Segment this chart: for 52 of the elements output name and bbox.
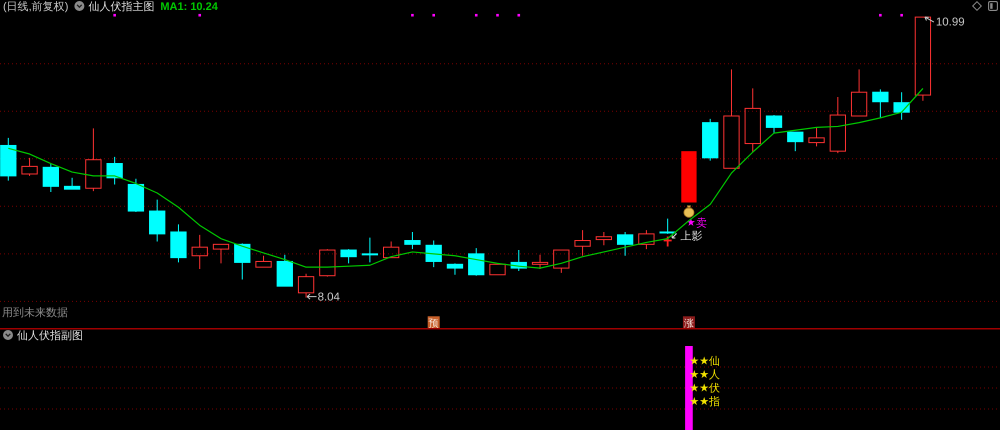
candlestick — [255, 255, 272, 268]
candlestick — [85, 128, 102, 192]
point — [662, 236, 673, 248]
candlestick — [426, 240, 442, 268]
candlestick — [446, 262, 464, 276]
candlestick — [850, 68, 868, 116]
candlestick — [660, 218, 676, 234]
candlestick — [893, 92, 910, 120]
candlestick — [596, 231, 612, 246]
candlestick — [553, 250, 570, 274]
point — [411, 14, 414, 17]
text: MA1: 10.24 — [160, 1, 219, 13]
candlestick — [149, 199, 166, 242]
point — [496, 14, 499, 17]
candlestick — [744, 88, 761, 153]
candlestick — [170, 224, 187, 263]
candlestick — [106, 156, 123, 185]
point — [113, 14, 116, 17]
point — [198, 14, 202, 17]
data-label: 卖 — [696, 216, 707, 230]
candlestick — [21, 157, 38, 176]
data-label: 预 — [428, 318, 439, 330]
candlestick — [808, 126, 825, 147]
point — [900, 14, 903, 17]
candlestick — [0, 137, 16, 182]
candlestick — [616, 231, 634, 256]
text: 8.04 — [318, 292, 340, 304]
candlestick — [872, 88, 889, 118]
candlestick — [340, 248, 357, 264]
candlestick — [42, 163, 59, 193]
candlestick — [723, 68, 740, 169]
candlestick — [212, 244, 230, 264]
chart-title: (日线,前复权) — [3, 0, 68, 13]
annotation: 用到未来数据 — [2, 306, 68, 319]
point — [517, 14, 520, 17]
data-label: 涨 — [684, 317, 694, 330]
candlestick — [574, 230, 591, 256]
candlestick — [787, 132, 804, 152]
text: 10.99 — [936, 16, 965, 29]
chart-subtitle: 仙人伏指主图 — [88, 0, 154, 13]
candlestick — [404, 231, 421, 250]
candlestick — [830, 96, 846, 154]
candlestick — [64, 177, 80, 190]
candlestick — [532, 254, 548, 270]
candlestick — [234, 242, 250, 280]
point — [879, 14, 882, 17]
candlestick — [192, 234, 208, 270]
chart-title: 仙人伏指副图 — [17, 330, 83, 342]
data-label: 上影 — [680, 230, 703, 243]
point — [474, 14, 478, 17]
candlestick — [362, 237, 378, 263]
point — [432, 14, 435, 17]
